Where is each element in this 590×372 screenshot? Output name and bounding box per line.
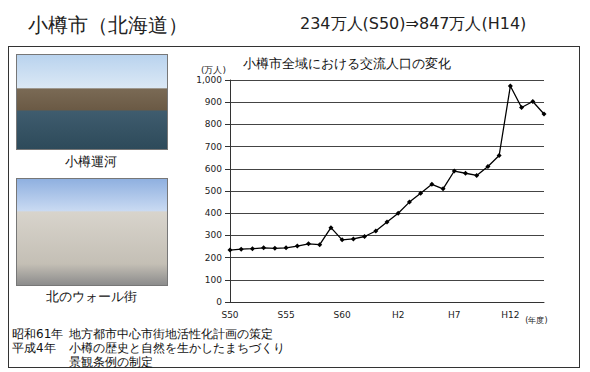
svg-text:300: 300 <box>205 230 222 240</box>
html-text:昭和61年: 昭和61年 <box>12 327 64 341</box>
svg-text:S55: S55 <box>277 310 294 320</box>
html-text:北のウォール街: 北のウォール街 <box>45 289 137 304</box>
html-text:景観条例の制定: 景観条例の制定 <box>69 355 154 369</box>
html-text:平成4年: 平成4年 <box>12 341 56 355</box>
svg-text:900: 900 <box>205 97 222 107</box>
svg-text:0: 0 <box>216 297 222 307</box>
svg-text:700: 700 <box>205 142 222 152</box>
svg-text:800: 800 <box>205 119 222 129</box>
svg-text:(万人): (万人) <box>201 65 226 75</box>
svg-text:500: 500 <box>205 186 222 196</box>
svg-text:S60: S60 <box>334 310 351 320</box>
svg-text:H7: H7 <box>448 310 461 320</box>
svg-text:600: 600 <box>205 164 222 174</box>
svg-text:1,000: 1,000 <box>196 75 222 85</box>
html-text:小樽の歴史と自然を生かしたまちづくり: 小樽の歴史と自然を生かしたまちづくり <box>69 341 286 355</box>
svg-text:(年度): (年度) <box>525 316 547 325</box>
svg-text:H2: H2 <box>392 310 405 320</box>
svg-text:100: 100 <box>205 275 222 285</box>
svg-text:200: 200 <box>205 253 222 263</box>
html-text:小樽運河: 小樽運河 <box>65 154 117 169</box>
html-text:234万人(S50)⇒847万人(H14): 234万人(S50)⇒847万人(H14) <box>300 14 527 33</box>
svg-text:小樽市全域における交流人口の変化: 小樽市全域における交流人口の変化 <box>243 56 451 71</box>
svg-text:H12: H12 <box>501 310 519 320</box>
html-text:小樽市（北海道）: 小樽市（北海道） <box>28 13 188 37</box>
svg-text:400: 400 <box>205 208 222 218</box>
html-text:地方都市中心市街地活性化計画の策定: 地方都市中心市街地活性化計画の策定 <box>69 327 274 341</box>
svg-text:S50: S50 <box>221 310 238 320</box>
